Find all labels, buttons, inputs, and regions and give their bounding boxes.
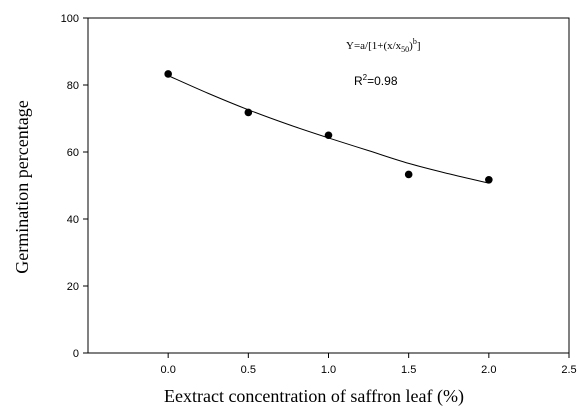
x-tick-label: 0.0 [161, 364, 176, 376]
y-axis-title: Germination percentage [12, 100, 32, 273]
y-tick-label: 80 [67, 80, 79, 92]
y-tick-label: 100 [61, 13, 79, 25]
data-point [164, 70, 172, 78]
x-tick-label: 0.5 [241, 364, 256, 376]
y-tick-label: 0 [73, 348, 79, 360]
data-point [244, 108, 253, 117]
x-tick-label: 1.5 [401, 364, 416, 376]
x-tick-label: 1.0 [321, 364, 336, 376]
x-tick-label: 2.5 [561, 364, 576, 376]
plot-area [87, 17, 570, 354]
x-tick-label: 2.0 [481, 364, 496, 376]
x-axis-ticks: 0.0 0.5 1.0 1.5 2.0 2.5 [161, 353, 577, 376]
y-tick-label: 20 [67, 281, 79, 293]
y-tick-label: 40 [67, 214, 79, 226]
y-tick-label: 60 [67, 147, 79, 159]
data-point [485, 176, 493, 184]
r-squared-annotation: R2=0.98 [354, 73, 398, 88]
equation-annotation: Y=a/[1+(x/x50)b] [346, 37, 421, 54]
x-axis-title: Eextract concentration of saffron leaf (… [164, 386, 464, 407]
fit-curve [167, 75, 489, 184]
data-points [164, 70, 493, 184]
y-axis-ticks: 0 20 40 60 80 100 [61, 13, 88, 360]
data-point [404, 170, 413, 179]
data-point [324, 131, 333, 140]
plot-border [87, 17, 570, 354]
